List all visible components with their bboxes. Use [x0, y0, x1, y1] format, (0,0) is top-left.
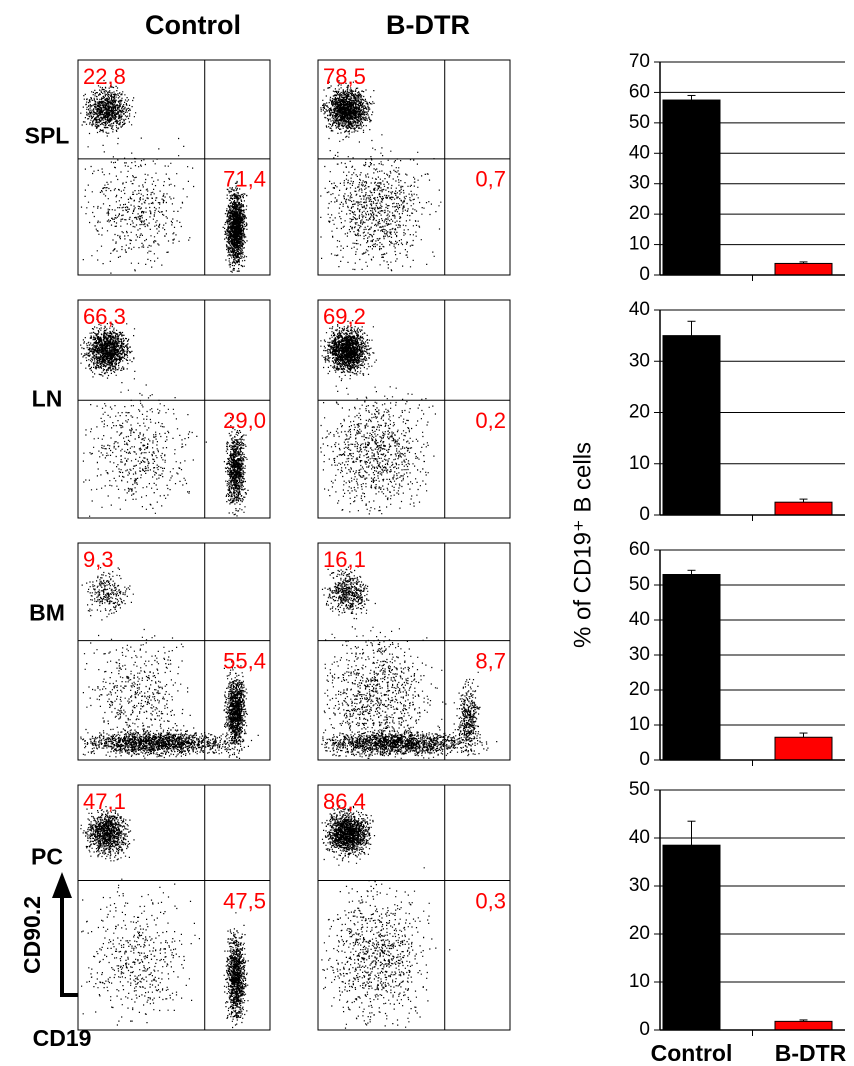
quadrant-percent: 0,2 [475, 408, 506, 433]
event-dots [321, 566, 498, 759]
y-tick-label: 0 [639, 264, 650, 285]
event-dots [80, 79, 248, 274]
quadrant-percent: 8,7 [475, 648, 506, 673]
y-tick-label: 0 [639, 749, 650, 770]
y-tick-label: 20 [629, 402, 650, 423]
bar [662, 99, 721, 276]
bar [662, 574, 721, 761]
bar [662, 335, 721, 516]
y-tick-label: 10 [629, 971, 650, 992]
quadrant-percent: 22,8 [83, 64, 126, 89]
quadrant-percent: 86,4 [323, 789, 366, 814]
y-tick-label: 30 [629, 875, 650, 896]
bar [662, 844, 721, 1031]
event-dots [80, 567, 259, 759]
y-tick-label: 30 [629, 350, 650, 371]
quadrant-percent: 0,3 [475, 888, 506, 913]
y-tick-label: 50 [629, 779, 650, 800]
y-tick-label: 30 [629, 644, 650, 665]
y-tick-label: 10 [629, 453, 650, 474]
event-dots [320, 80, 442, 272]
y-tick-label: 10 [629, 234, 650, 255]
y-tick-label: 30 [629, 173, 650, 194]
y-tick-label: 60 [629, 539, 650, 560]
y-tick-label: 10 [629, 714, 650, 735]
y-tick-label: 20 [629, 203, 650, 224]
column-header: Control [145, 10, 241, 40]
bar [774, 736, 833, 761]
quadrant-percent: 78,5 [323, 64, 366, 89]
y-tick-label: 40 [629, 299, 650, 320]
plot-frame [317, 59, 511, 276]
row-label: SPL [25, 122, 70, 148]
quadrant-percent: 16,1 [323, 547, 366, 572]
x-tick-label: Control [651, 1040, 733, 1066]
y-tick-label: 60 [629, 81, 650, 102]
event-dots [320, 320, 436, 515]
y-tick-label: 0 [639, 504, 650, 525]
quadrant-percent: 9,3 [83, 547, 114, 572]
bar [774, 262, 833, 276]
y-tick-label: 40 [629, 609, 650, 630]
quadrant-percent: 47,5 [223, 888, 266, 913]
y-tick-label: 0 [639, 1019, 650, 1040]
x-tick-label: B-DTR [775, 1040, 847, 1066]
y-tick-label: 70 [629, 51, 650, 72]
y-tick-label: 50 [629, 574, 650, 595]
quadrant-percent: 66,3 [83, 304, 126, 329]
quadrant-percent: 47,1 [83, 789, 126, 814]
event-dots [80, 318, 249, 517]
quadrant-percent: 71,4 [223, 167, 266, 192]
y-axis-label: CD90.2 [19, 896, 45, 974]
y-tick-label: 40 [629, 827, 650, 848]
row-label: PC [31, 844, 63, 870]
bar [774, 1020, 833, 1031]
quadrant-percent: 69,2 [323, 304, 366, 329]
quadrant-percent: 29,0 [223, 408, 266, 433]
y-tick-label: 20 [629, 679, 650, 700]
y-tick-label: 50 [629, 112, 650, 133]
bar-y-label: % of CD19⁺ B cells [569, 442, 596, 648]
quadrant-percent: 55,4 [223, 648, 266, 673]
y-tick-label: 40 [629, 142, 650, 163]
row-label: LN [32, 385, 63, 411]
row-label: BM [29, 600, 65, 626]
bar [774, 501, 833, 516]
y-tick-label: 20 [629, 923, 650, 944]
quadrant-percent: 0,7 [475, 167, 506, 192]
column-header: B-DTR [386, 10, 470, 40]
event-dots [80, 806, 249, 1029]
event-dots [321, 805, 451, 1029]
